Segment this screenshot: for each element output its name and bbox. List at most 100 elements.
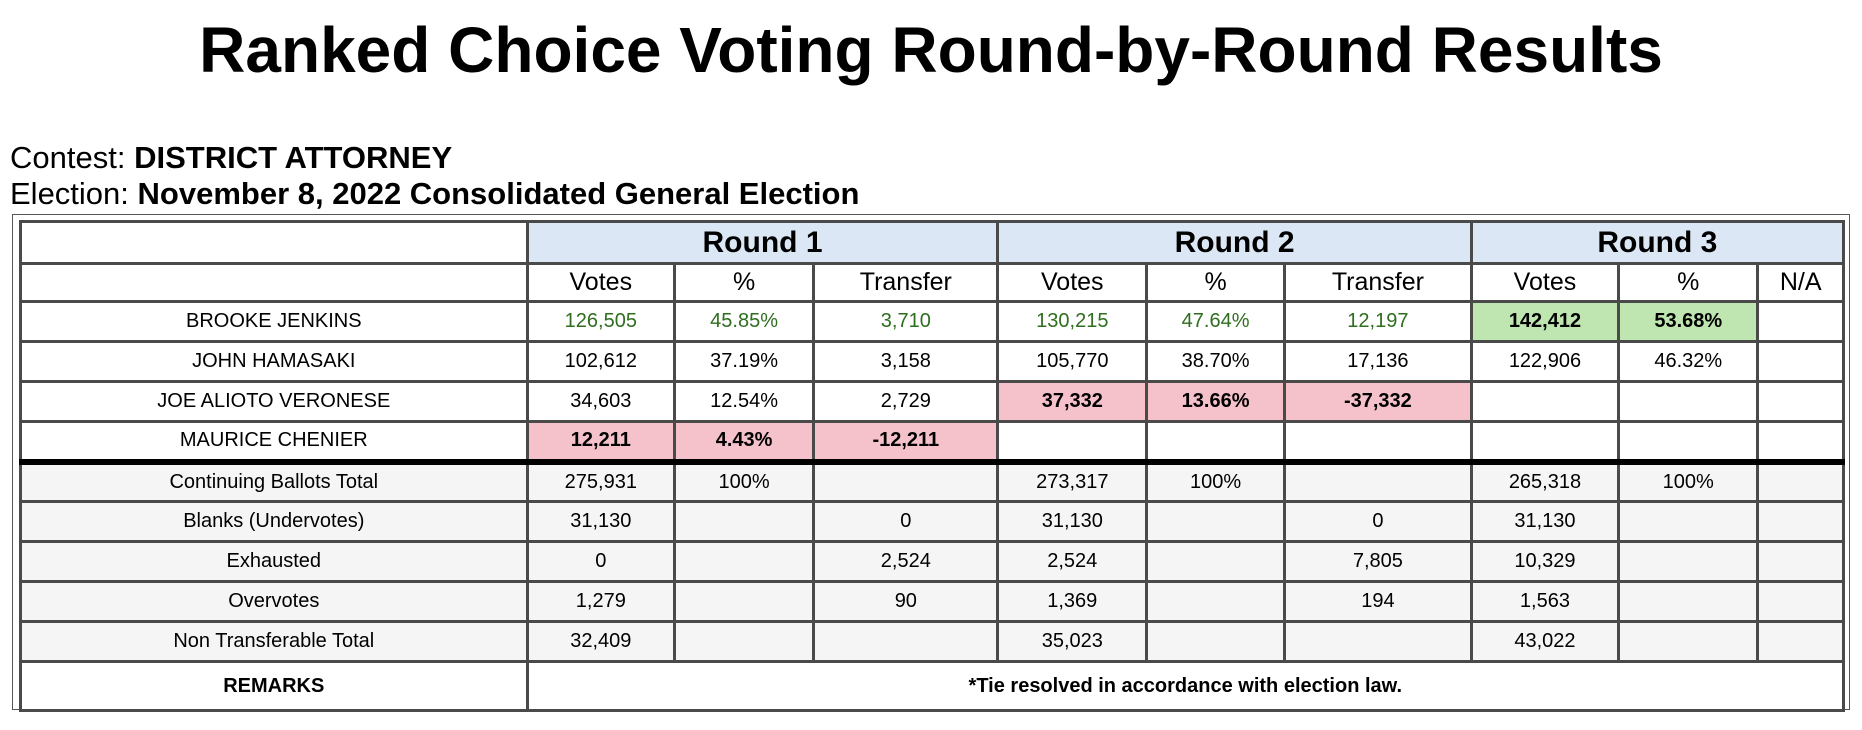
round-3-header: Round 3 (1469, 220, 1846, 265)
round-header-row: Round 1 Round 2 Round 3 (19, 220, 1846, 265)
page-title: Ranked Choice Voting Round-by-Round Resu… (199, 14, 1663, 86)
corner-cell (19, 262, 529, 303)
r3-na (1756, 340, 1845, 383)
r3-na (1756, 580, 1845, 623)
r3-votes-header: Votes (1469, 262, 1621, 303)
results-table: Round 1 Round 2 Round 3 Votes % Transfer… (19, 220, 1846, 712)
stat-name: Exhausted (19, 540, 529, 583)
r1-pct (673, 580, 816, 623)
r2-transfer: 0 (1283, 500, 1473, 543)
r1-pct: 37.19% (673, 340, 816, 383)
r2-transfer-header: Transfer (1283, 262, 1473, 303)
r3-votes: 122,906 (1469, 340, 1621, 383)
r1-pct (673, 500, 816, 543)
r3-pct (1617, 580, 1760, 623)
r2-votes: 105,770 (996, 340, 1149, 383)
r3-pct: 46.32% (1617, 340, 1760, 383)
candidate-name: BROOKE JENKINS (19, 300, 529, 343)
stat-name: Continuing Ballots Total (19, 460, 529, 503)
candidate-row: MAURICE CHENIER 12,211 4.43% -12,211 (19, 420, 1845, 465)
stat-name: Overvotes (19, 580, 529, 623)
candidate-row: JOHN HAMASAKI 102,612 37.19% 3,158 105,7… (19, 340, 1845, 383)
r2-votes-header: Votes (996, 262, 1149, 303)
r2-pct (1145, 540, 1287, 583)
r3-votes: 43,022 (1469, 620, 1621, 663)
corner-cell (19, 220, 529, 265)
round-2-header: Round 2 (996, 220, 1473, 265)
r3-na (1756, 620, 1845, 663)
stat-name: Blanks (Undervotes) (19, 500, 529, 543)
r1-pct: 100% (673, 460, 816, 503)
r2-transfer: 7,805 (1283, 540, 1473, 583)
contest-value: DISTRICT ATTORNEY (134, 140, 453, 175)
r3-pct-header: % (1617, 262, 1760, 303)
r3-na (1756, 300, 1845, 343)
r1-transfer: 3,710 (812, 300, 1000, 343)
r2-votes: 2,524 (996, 540, 1149, 583)
r1-votes-header: Votes (525, 262, 677, 303)
candidate-row: JOE ALIOTO VERONESE 34,603 12.54% 2,729 … (19, 380, 1845, 423)
round-1-header: Round 1 (525, 220, 1000, 265)
r1-transfer: 2,729 (812, 380, 1000, 423)
r1-pct (673, 540, 816, 583)
r2-transfer: 194 (1283, 580, 1473, 623)
r1-votes: 275,931 (525, 460, 677, 503)
election-line: Election: November 8, 2022 Consolidated … (10, 176, 859, 212)
r3-votes (1469, 380, 1621, 423)
r1-votes: 32,409 (525, 620, 677, 663)
r1-transfer: 90 (812, 580, 1000, 623)
r2-votes: 35,023 (996, 620, 1149, 663)
contest-label: Contest: (10, 140, 126, 175)
r3-votes: 265,318 (1469, 460, 1621, 503)
r2-votes (996, 420, 1149, 465)
r3-votes: 142,412 (1469, 300, 1621, 343)
r3-na (1756, 500, 1845, 543)
r2-transfer: 12,197 (1283, 300, 1473, 343)
stat-row: Blanks (Undervotes) 31,130 0 31,130 0 31… (19, 500, 1845, 543)
stat-name: Non Transferable Total (19, 620, 529, 663)
stat-row: Continuing Ballots Total 275,931 100% 27… (19, 460, 1845, 503)
r3-votes (1469, 420, 1621, 465)
results-table-frame: Round 1 Round 2 Round 3 Votes % Transfer… (12, 214, 1850, 712)
r3-votes: 1,563 (1469, 580, 1621, 623)
candidate-name: MAURICE CHENIER (19, 420, 529, 465)
r2-transfer: -37,332 (1283, 380, 1473, 423)
r2-transfer (1283, 620, 1473, 663)
r1-votes: 102,612 (525, 340, 677, 383)
r1-transfer: 0 (812, 500, 1000, 543)
r2-votes: 1,369 (996, 580, 1149, 623)
r2-transfer (1283, 460, 1473, 503)
r2-pct: 13.66% (1145, 380, 1287, 423)
r3-pct (1617, 620, 1760, 663)
remarks-text: *Tie resolved in accordance with electio… (525, 660, 1846, 712)
r2-pct: 47.64% (1145, 300, 1287, 343)
r3-votes: 31,130 (1469, 500, 1621, 543)
r2-votes: 273,317 (996, 460, 1149, 503)
remarks-label: REMARKS (19, 660, 529, 712)
stat-row: Overvotes 1,279 90 1,369 194 1,563 (19, 580, 1845, 623)
stat-row: Non Transferable Total 32,409 35,023 43,… (19, 620, 1845, 663)
r3-votes: 10,329 (1469, 540, 1621, 583)
r2-pct (1145, 620, 1287, 663)
r1-transfer (812, 620, 1000, 663)
r3-na (1756, 460, 1845, 503)
r1-votes: 0 (525, 540, 677, 583)
r1-votes: 31,130 (525, 500, 677, 543)
r3-pct: 100% (1617, 460, 1760, 503)
r2-votes: 130,215 (996, 300, 1149, 343)
r1-votes: 34,603 (525, 380, 677, 423)
r3-pct (1617, 420, 1760, 465)
r3-pct (1617, 500, 1760, 543)
r2-transfer (1283, 420, 1473, 465)
column-header-row: Votes % Transfer Votes % Transfer Votes … (19, 262, 1845, 303)
r2-pct-header: % (1145, 262, 1287, 303)
r1-pct-header: % (673, 262, 816, 303)
candidate-row: BROOKE JENKINS 126,505 45.85% 3,710 130,… (19, 300, 1845, 343)
r3-pct: 53.68% (1617, 300, 1760, 343)
r3-na (1756, 540, 1845, 583)
r1-transfer: 3,158 (812, 340, 1000, 383)
remarks-row: REMARKS *Tie resolved in accordance with… (19, 660, 1846, 712)
r1-transfer (812, 460, 1000, 503)
r3-na (1756, 380, 1845, 423)
election-value: November 8, 2022 Consolidated General El… (137, 176, 860, 211)
